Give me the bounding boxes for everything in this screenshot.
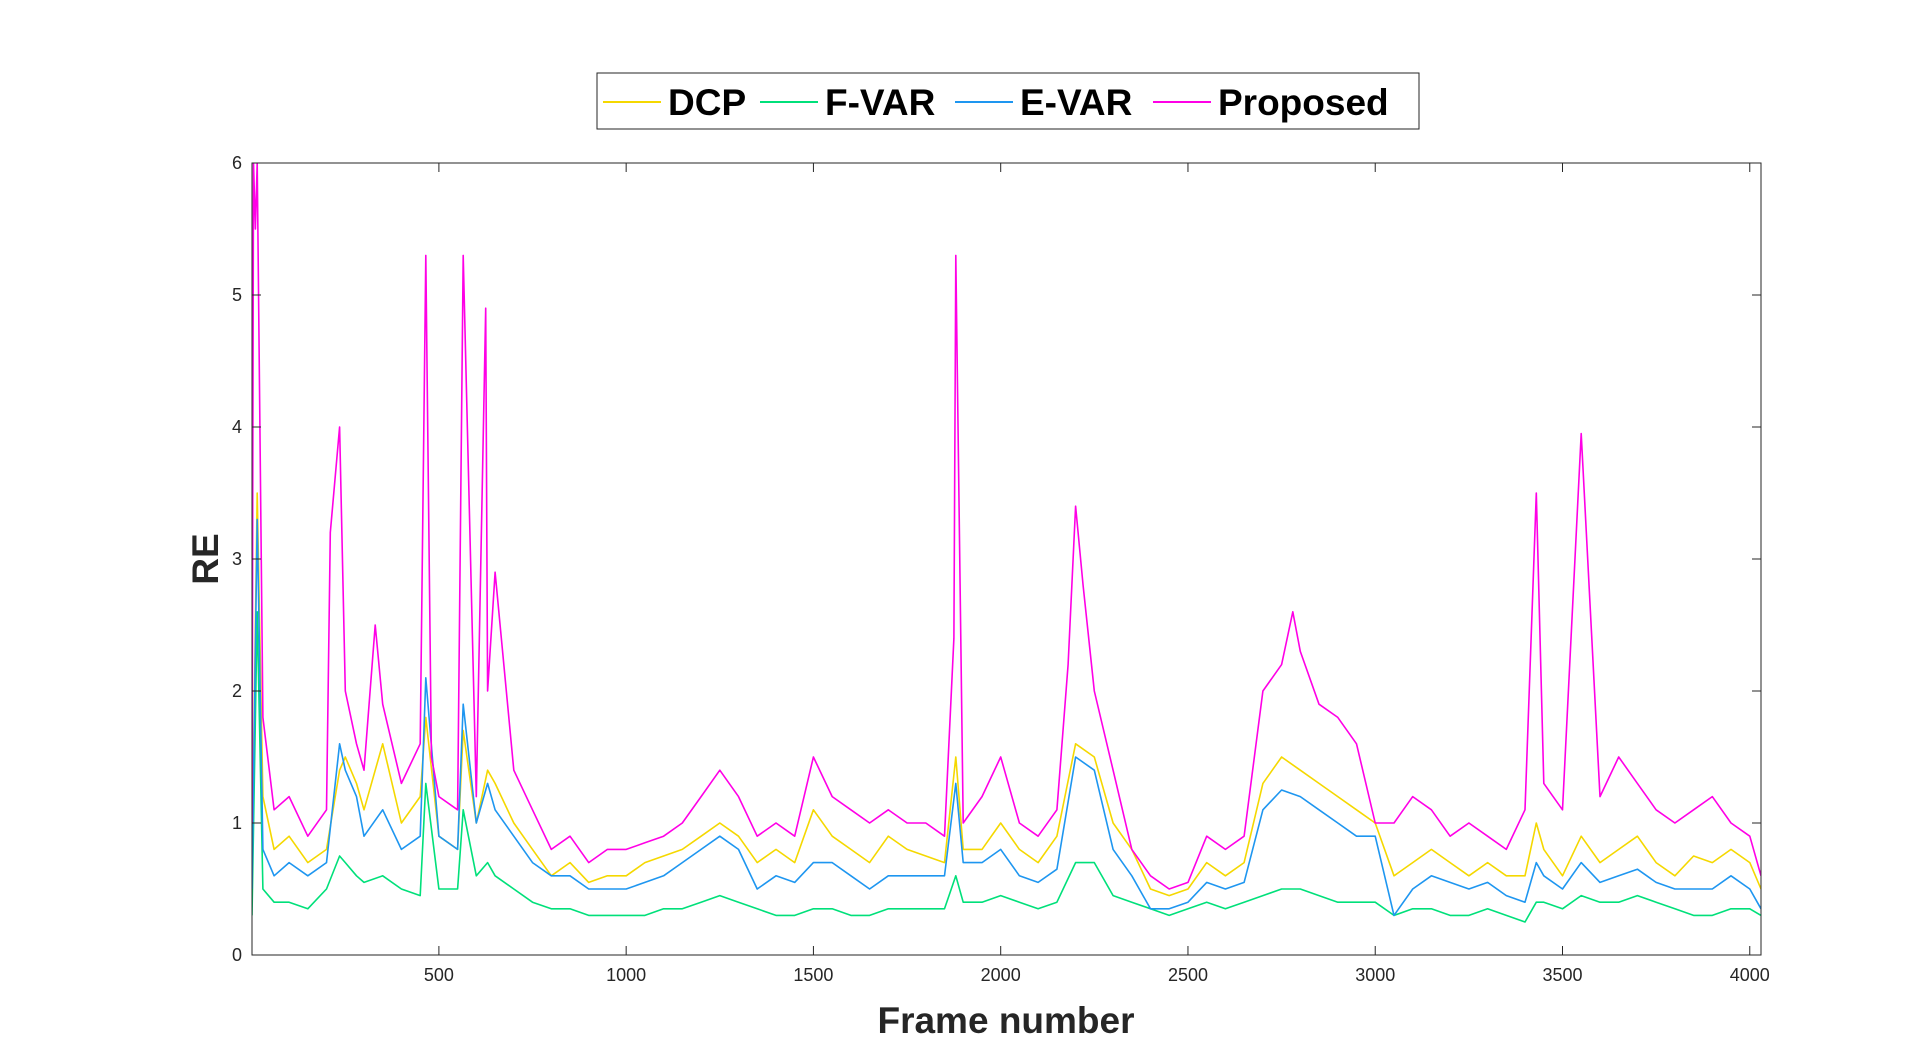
- y-tick-label: 0: [232, 945, 242, 965]
- legend-label-dcp: DCP: [668, 82, 746, 123]
- legend-label-e-var: E-VAR: [1020, 82, 1132, 123]
- series-layer: [252, 163, 1761, 923]
- x-tick-label: 4000: [1730, 965, 1770, 985]
- legend-label-proposed: Proposed: [1218, 82, 1389, 123]
- ticks-layer: 500 1000 1500 2000 2500 3000 3500 4000 0 1 2 3 4 5 6: [232, 153, 1770, 985]
- y-tick-label: 5: [232, 285, 242, 305]
- y-tick-label: 6: [232, 153, 242, 173]
- x-axis-title: Frame number: [877, 1000, 1134, 1041]
- x-tick-label: 2000: [981, 965, 1021, 985]
- y-tick-label: 1: [232, 813, 242, 833]
- x-tick-label: 1000: [606, 965, 646, 985]
- y-tick-label: 3: [232, 549, 242, 569]
- series-line-proposed: [252, 163, 1761, 890]
- x-tick-label: 1500: [793, 965, 833, 985]
- y-tick-label: 2: [232, 681, 242, 701]
- y-axis-title: RE: [185, 533, 226, 584]
- x-tick-label: 500: [424, 965, 454, 985]
- series-line-e-var: [252, 518, 1761, 917]
- x-tick-label: 3000: [1355, 965, 1395, 985]
- series-line-f-var: [252, 610, 1761, 923]
- legend: DCP F-VAR E-VAR Proposed: [596, 72, 1420, 130]
- y-tick-label: 4: [232, 417, 242, 437]
- legend-label-f-var: F-VAR: [825, 82, 935, 123]
- x-tick-label: 2500: [1168, 965, 1208, 985]
- x-tick-label: 3500: [1542, 965, 1582, 985]
